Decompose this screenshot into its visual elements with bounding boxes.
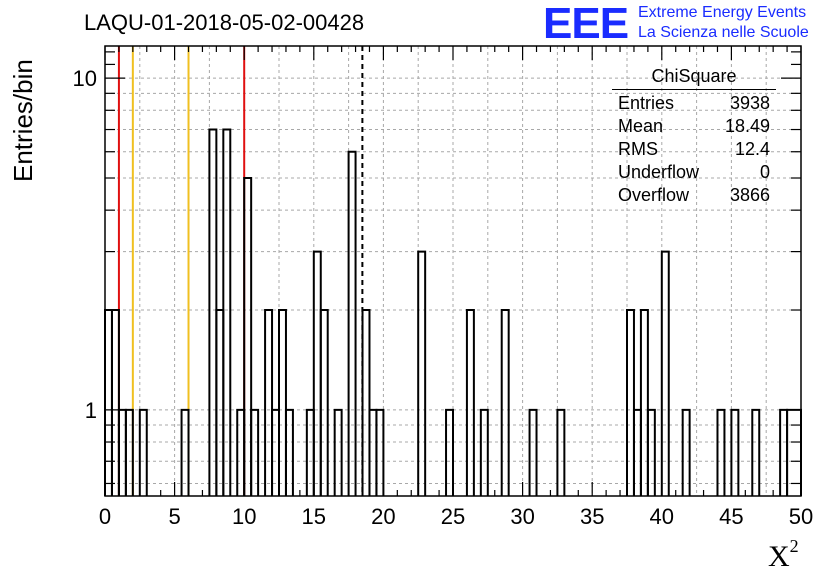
logo-line-2: La Scienza nelle Scuole <box>638 24 809 41</box>
x-axis-label: X2 <box>768 536 799 573</box>
stats-row-mean: Mean 18.49 <box>618 116 770 136</box>
y-tick-label: 1 <box>85 398 97 423</box>
x-tick-label: 45 <box>719 504 743 529</box>
histogram-bin <box>465 309 475 496</box>
y-tick-label: 10 <box>73 66 97 91</box>
histogram-bin <box>138 408 148 496</box>
histogram-bin <box>375 408 385 496</box>
x-tick-label: 15 <box>302 504 326 529</box>
eee-logo: EEE <box>543 0 629 48</box>
stats-row-overflow: Overflow 3866 <box>618 185 770 205</box>
histogram-bin <box>180 408 190 496</box>
histogram-bin <box>124 408 134 496</box>
histogram-bin <box>312 250 322 496</box>
stats-row-underflow: Underflow 0 <box>618 162 770 182</box>
reference-lines <box>117 46 364 496</box>
histogram-bin <box>681 408 691 496</box>
histogram-bin <box>626 309 635 496</box>
histogram-bin <box>243 177 253 496</box>
histogram-bin <box>284 408 294 496</box>
histogram-bin <box>319 309 329 496</box>
tick-labels: 0 5 10 15 20 25 30 35 40 45 50 1 10 <box>73 66 814 529</box>
axes <box>104 45 802 497</box>
x-tick-label: 10 <box>232 504 256 529</box>
x-tick-label: 20 <box>371 504 395 529</box>
histogram-bin <box>716 408 726 496</box>
histogram-bin <box>445 408 454 496</box>
histogram-bin <box>417 250 427 496</box>
histogram-bin <box>528 408 538 496</box>
histogram-bin <box>639 309 649 496</box>
histogram-bin <box>646 408 656 496</box>
histogram-bin <box>751 408 761 496</box>
histogram-bin <box>222 128 232 496</box>
histogram-bin <box>208 128 218 496</box>
stats-row-entries: Entries 3938 <box>618 93 770 113</box>
x-tick-label: 40 <box>650 504 674 529</box>
stats-box: ChiSquare Entries 3938 Mean 18.49 RMS 12.4 … <box>612 66 776 207</box>
x-tick-label: 30 <box>510 504 534 529</box>
histogram-bin <box>104 309 113 496</box>
histogram-bin <box>215 309 225 496</box>
chart-title: LAQU-01-2018-05-02-00428 <box>84 10 365 35</box>
histogram-bin <box>361 309 371 496</box>
y-axis-label: Entries/bin <box>8 59 38 182</box>
histogram-bin <box>264 309 274 496</box>
histogram-bin <box>660 250 670 496</box>
stats-row-rms: RMS 12.4 <box>618 139 770 159</box>
x-tick-label: 50 <box>789 504 813 529</box>
histogram-bin <box>556 408 566 496</box>
x-tick-label: 25 <box>441 504 465 529</box>
stats-title: ChiSquare <box>612 66 776 90</box>
histogram-bin <box>278 309 287 496</box>
histogram-bin <box>500 309 510 496</box>
x-tick-label: 35 <box>580 504 604 529</box>
histogram-bin <box>479 408 489 496</box>
histogram-bin <box>333 408 343 496</box>
histogram-bin <box>110 309 120 496</box>
grid-lines <box>105 46 801 496</box>
logo-line-1: Extreme Energy Events <box>638 4 807 21</box>
x-tick-label: 0 <box>99 504 111 529</box>
histogram-bin <box>730 408 740 496</box>
histogram-bin <box>250 408 260 496</box>
histogram-bin <box>347 150 357 496</box>
x-tick-label: 5 <box>168 504 180 529</box>
